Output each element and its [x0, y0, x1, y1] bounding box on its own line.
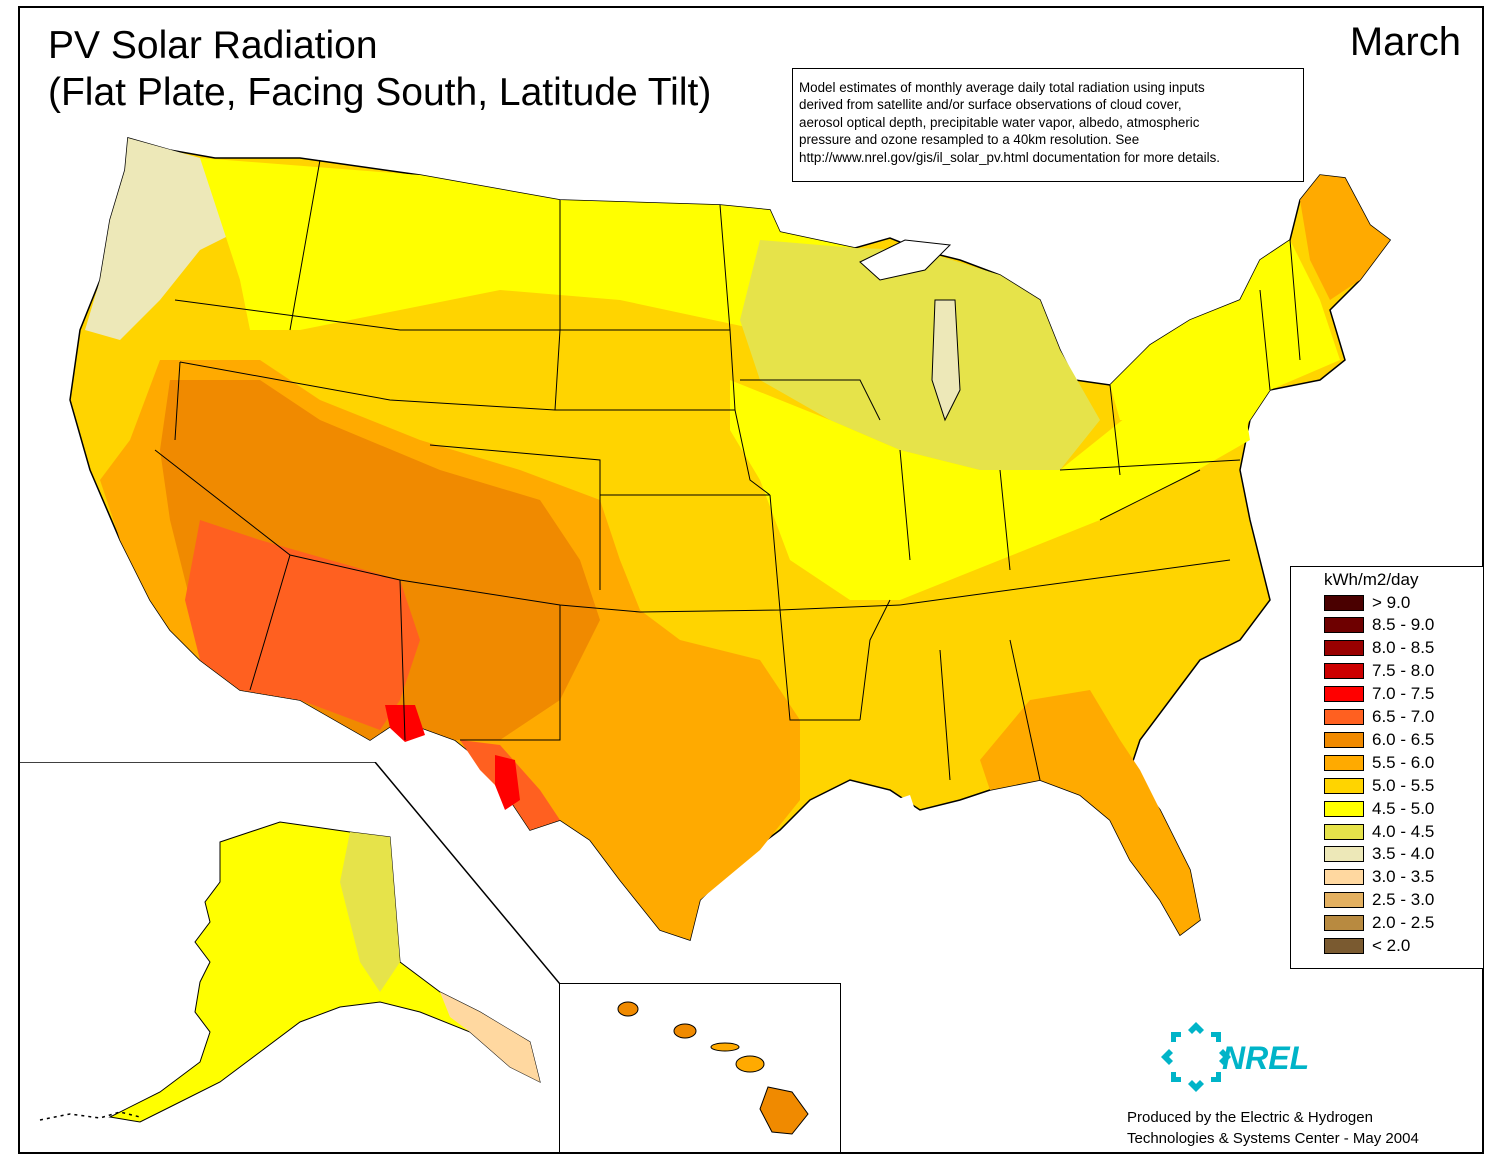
credit: Produced by the Electric & Hydrogen Tech…	[1127, 1107, 1419, 1149]
great-lakes-low-region	[740, 240, 1100, 470]
midwest-region	[730, 380, 1250, 600]
island-hawaii	[759, 1086, 809, 1135]
legend-item: > 9.0	[1324, 591, 1410, 614]
legend-label: 4.0 - 4.5	[1372, 821, 1435, 841]
nrel-logo: NREL	[1161, 1022, 1309, 1092]
legend-swatch	[1324, 754, 1364, 771]
alaska-southeast-region	[440, 992, 540, 1082]
nrel-logo-mark	[1161, 1022, 1231, 1092]
arizona-hot-region	[185, 520, 420, 730]
island-kauai	[617, 1001, 639, 1017]
legend-item: 2.0 - 2.5	[1324, 912, 1434, 935]
credit-line-2: Technologies & Systems Center - May 2004	[1127, 1130, 1419, 1147]
legend-item: 7.5 - 8.0	[1324, 660, 1434, 683]
legend-swatch	[1324, 640, 1364, 657]
island-oahu	[673, 1023, 697, 1039]
legend-label: 2.5 - 3.0	[1372, 890, 1435, 910]
northern-band	[200, 158, 900, 330]
legend-label: 7.5 - 8.0	[1372, 661, 1435, 681]
legend-item: 6.0 - 6.5	[1324, 728, 1434, 751]
southeast-region	[980, 690, 1200, 935]
note-line-4: pressure and ozone resampled to a 40km r…	[799, 132, 1140, 148]
legend-item: 3.5 - 4.0	[1324, 843, 1434, 866]
title-line-2: (Flat Plate, Facing South, Latitude Tilt…	[48, 71, 712, 114]
note-line-1: Model estimates of monthly average daily…	[799, 80, 1205, 95]
methodology-note: Model estimates of monthly average daily…	[792, 68, 1304, 182]
legend-swatch	[1324, 594, 1364, 611]
note-line-5: http://www.nrel.gov/gis/il_solar_pv.html…	[799, 149, 1221, 165]
alaska-inset-border	[20, 762, 560, 985]
legend-item: 4.0 - 4.5	[1324, 820, 1434, 843]
legend-swatch	[1324, 846, 1364, 863]
legend-item: 5.0 - 5.5	[1324, 774, 1434, 797]
legend-item: 4.5 - 5.0	[1324, 797, 1434, 820]
legend-label: 6.5 - 7.0	[1372, 707, 1435, 726]
legend-swatch	[1324, 823, 1364, 840]
legend-item: < 2.0	[1324, 935, 1410, 958]
legend-label: 3.0 - 3.5	[1372, 867, 1435, 887]
lake-michigan	[931, 299, 961, 422]
gulf-coast-bay	[895, 795, 915, 812]
maine-region	[1300, 175, 1390, 300]
legend-label: 4.5 - 5.0	[1372, 798, 1435, 818]
credit-line-1: Produced by the Electric & Hydrogen	[1127, 1109, 1373, 1126]
legend-label: < 2.0	[1372, 936, 1411, 955]
island-maui	[735, 1055, 765, 1073]
legend-label: 6.0 - 6.5	[1372, 729, 1435, 749]
island-molokai	[710, 1042, 740, 1052]
legend-swatch	[1324, 869, 1364, 886]
legend: kWh/m2/day > 9.0 8.5 - 9.0 8.0 - 8.5 7.5 - …	[1290, 566, 1484, 969]
peak-region-2	[495, 755, 520, 810]
alaska-inset	[20, 762, 560, 1123]
legend-swatch	[1324, 800, 1364, 817]
alaska-landmass	[108, 821, 541, 1123]
legend-swatch	[1324, 892, 1364, 909]
legend-item: 6.5 - 7.0	[1324, 706, 1434, 729]
legend-item: 8.0 - 8.5	[1324, 637, 1434, 660]
note-line-3: aerosol optical depth, precipitable wate…	[799, 114, 1200, 130]
legend-label: 3.5 - 4.0	[1372, 844, 1435, 864]
legend-label: 8.0 - 8.5	[1372, 638, 1435, 658]
legend-label: 5.5 - 6.0	[1372, 752, 1435, 772]
northeast-region	[1110, 240, 1340, 450]
legend-swatch	[1324, 663, 1364, 680]
map-title: PV Solar Radiation (Flat Plate, Facing S…	[48, 22, 711, 116]
note-line-2: derived from satellite and/or surface ob…	[799, 97, 1182, 113]
legend-swatch	[1324, 915, 1364, 932]
legend-label: > 9.0	[1372, 592, 1411, 612]
legend-swatch	[1324, 617, 1364, 634]
legend-swatch	[1324, 686, 1364, 703]
peak-region-1	[385, 705, 425, 742]
hawaii-map	[617, 1001, 809, 1135]
legend-label: 7.0 - 7.5	[1372, 684, 1435, 704]
legend-label: 5.0 - 5.5	[1372, 775, 1435, 795]
legend-item: 2.5 - 3.0	[1324, 889, 1434, 912]
alaska-east-region	[340, 832, 400, 992]
legend-item: 7.0 - 7.5	[1324, 683, 1434, 706]
nrel-logo-text: NREL	[1222, 1040, 1309, 1076]
legend-swatch	[1324, 938, 1364, 954]
state-borders	[154, 159, 1301, 781]
legend-title: kWh/m2/day	[1324, 570, 1419, 589]
legend-swatch	[1324, 709, 1364, 725]
title-line-1: PV Solar Radiation	[48, 24, 378, 67]
legend-item: 5.5 - 6.0	[1324, 751, 1434, 774]
legend-swatch	[1324, 777, 1364, 794]
legend-item: 3.0 - 3.5	[1324, 866, 1434, 889]
legend-label: 2.0 - 2.5	[1372, 913, 1435, 933]
legend-item: 8.5 - 9.0	[1324, 614, 1434, 637]
hawaii-inset	[559, 983, 841, 1154]
month-label: March	[1349, 20, 1461, 64]
lake-superior	[859, 239, 952, 281]
legend-label: 8.5 - 9.0	[1372, 615, 1435, 635]
legend-swatch	[1324, 731, 1364, 748]
